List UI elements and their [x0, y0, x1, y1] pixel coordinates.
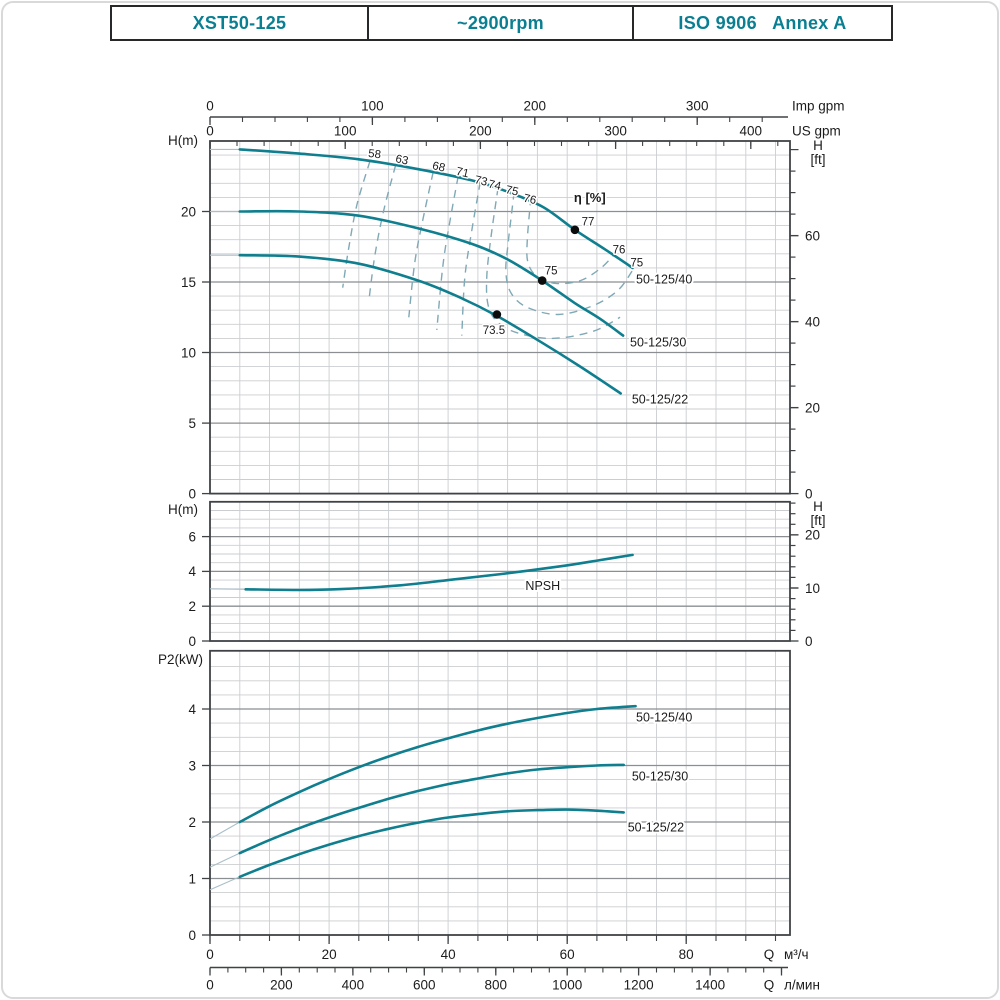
svg-text:76: 76 — [613, 245, 626, 257]
svg-text:0: 0 — [805, 486, 813, 501]
svg-text:58: 58 — [368, 148, 382, 161]
svg-text:0: 0 — [188, 928, 196, 943]
svg-text:76: 76 — [522, 193, 537, 208]
svg-text:20: 20 — [805, 400, 820, 415]
svg-text:300: 300 — [686, 99, 709, 114]
svg-text:Q: Q — [764, 947, 775, 962]
svg-text:75: 75 — [504, 184, 519, 199]
svg-text:400: 400 — [740, 124, 763, 139]
svg-text:1400: 1400 — [695, 978, 725, 993]
svg-text:1000: 1000 — [552, 978, 582, 993]
svg-text:2: 2 — [188, 599, 196, 614]
svg-text:50-125/30: 50-125/30 — [630, 336, 686, 350]
svg-text:60: 60 — [805, 228, 820, 243]
svg-text:H(m): H(m) — [168, 133, 198, 148]
svg-text:P2(kW): P2(kW) — [158, 652, 203, 667]
svg-text:H: H — [813, 138, 823, 153]
svg-text:л/мин: л/мин — [784, 978, 820, 993]
svg-text:68: 68 — [431, 160, 446, 175]
svg-text:60: 60 — [560, 947, 575, 962]
svg-text:80: 80 — [679, 947, 694, 962]
svg-text:300: 300 — [604, 124, 627, 139]
svg-text:4: 4 — [188, 702, 196, 717]
svg-text:0: 0 — [188, 634, 196, 649]
svg-text:50-125/30: 50-125/30 — [632, 770, 688, 784]
header-bar: XST50-125 ~2900rpm ISO 9906 Annex A — [110, 5, 893, 41]
svg-text:77: 77 — [582, 216, 595, 228]
svg-text:50-125/40: 50-125/40 — [636, 273, 692, 287]
svg-text:74: 74 — [487, 178, 503, 193]
svg-text:0: 0 — [206, 124, 214, 139]
svg-text:20: 20 — [181, 204, 196, 219]
svg-text:15: 15 — [181, 275, 196, 290]
svg-text:0: 0 — [805, 634, 813, 649]
svg-text:NPSH: NPSH — [525, 579, 560, 593]
svg-text:75: 75 — [545, 266, 558, 278]
svg-text:50-125/22: 50-125/22 — [632, 393, 688, 407]
svg-text:η [%]: η [%] — [574, 190, 606, 205]
svg-text:200: 200 — [469, 124, 492, 139]
svg-text:100: 100 — [361, 99, 384, 114]
svg-text:1: 1 — [188, 871, 196, 886]
svg-text:0: 0 — [206, 978, 214, 993]
svg-text:73: 73 — [473, 174, 488, 189]
svg-text:50-125/22: 50-125/22 — [628, 821, 684, 835]
svg-text:73.5: 73.5 — [483, 325, 505, 337]
svg-text:20: 20 — [322, 947, 337, 962]
svg-text:63: 63 — [394, 153, 409, 168]
svg-text:H(m): H(m) — [168, 502, 198, 517]
svg-text:10: 10 — [181, 345, 196, 360]
svg-text:3: 3 — [188, 758, 196, 773]
model-cell: XST50-125 — [192, 12, 287, 33]
svg-text:40: 40 — [441, 947, 456, 962]
svg-text:2: 2 — [188, 815, 196, 830]
speed-cell: ~2900rpm — [367, 7, 632, 39]
svg-text:75: 75 — [630, 257, 643, 269]
svg-text:м³/ч: м³/ч — [784, 947, 809, 962]
svg-text:Imp gpm: Imp gpm — [792, 99, 845, 114]
standard-cell: ISO 9906 Annex A — [632, 7, 891, 39]
power-chart: 50-125/40 50-125/30 50-125/22 0 1 2 3 4 P2(kW) 0 2… — [158, 649, 820, 993]
svg-text:6: 6 — [188, 529, 196, 544]
svg-text:0: 0 — [206, 99, 214, 114]
svg-text:Q: Q — [764, 978, 775, 993]
svg-text:[ft]: [ft] — [810, 513, 825, 528]
svg-text:1200: 1200 — [624, 978, 654, 993]
svg-text:[ft]: [ft] — [810, 152, 825, 167]
svg-text:100: 100 — [334, 124, 357, 139]
svg-text:H: H — [813, 499, 823, 514]
svg-text:5: 5 — [188, 416, 196, 431]
svg-text:US gpm: US gpm — [792, 124, 841, 139]
svg-text:40: 40 — [805, 314, 820, 329]
svg-text:10: 10 — [805, 581, 820, 596]
svg-text:20: 20 — [805, 528, 820, 543]
svg-text:200: 200 — [524, 99, 547, 114]
svg-text:400: 400 — [342, 978, 365, 993]
npsh-chart: NPSH 0 2 4 6 0 10 20 H(m) H[ft] — [168, 499, 826, 649]
svg-text:71: 71 — [455, 166, 470, 181]
svg-text:50-125/40: 50-125/40 — [636, 710, 692, 724]
svg-text:600: 600 — [413, 978, 436, 993]
svg-text:800: 800 — [485, 978, 508, 993]
svg-text:0: 0 — [206, 947, 214, 962]
svg-text:4: 4 — [188, 564, 196, 579]
svg-text:200: 200 — [270, 978, 293, 993]
svg-text:0: 0 — [188, 486, 196, 501]
